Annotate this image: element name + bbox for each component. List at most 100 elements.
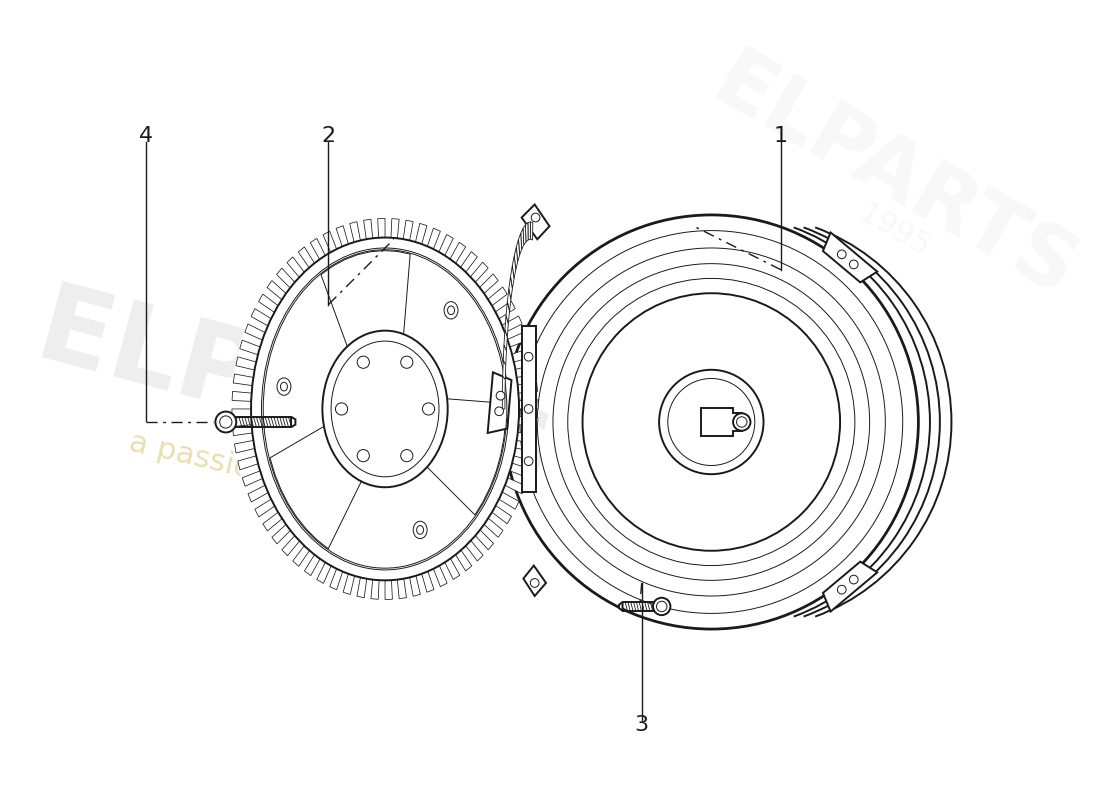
Polygon shape (439, 234, 453, 255)
Polygon shape (521, 205, 550, 239)
Polygon shape (377, 218, 385, 238)
Polygon shape (356, 578, 366, 598)
Polygon shape (276, 268, 295, 288)
Polygon shape (488, 287, 507, 306)
Polygon shape (343, 574, 354, 594)
Polygon shape (371, 580, 380, 599)
Polygon shape (292, 417, 296, 427)
Ellipse shape (417, 526, 424, 534)
Polygon shape (461, 251, 477, 272)
Polygon shape (270, 425, 363, 549)
Polygon shape (233, 374, 253, 386)
Polygon shape (404, 220, 414, 241)
Ellipse shape (277, 378, 290, 395)
Ellipse shape (263, 250, 507, 568)
Polygon shape (823, 562, 877, 611)
Polygon shape (245, 324, 265, 340)
Ellipse shape (231, 218, 539, 600)
Circle shape (495, 407, 504, 416)
Circle shape (422, 403, 435, 415)
Polygon shape (505, 478, 525, 494)
Ellipse shape (448, 306, 454, 314)
Polygon shape (321, 250, 410, 350)
Polygon shape (416, 223, 427, 244)
Polygon shape (234, 441, 255, 453)
Polygon shape (507, 332, 528, 347)
Polygon shape (465, 541, 483, 561)
Circle shape (336, 403, 348, 415)
Polygon shape (492, 506, 512, 524)
Circle shape (737, 417, 747, 427)
Text: ELPARTS: ELPARTS (698, 42, 1090, 314)
Circle shape (531, 213, 540, 222)
Text: ELPARTS: ELPARTS (25, 277, 562, 515)
Polygon shape (251, 309, 271, 326)
Polygon shape (503, 345, 506, 365)
Polygon shape (495, 301, 515, 318)
Polygon shape (305, 554, 320, 575)
Polygon shape (528, 222, 530, 240)
Circle shape (497, 208, 925, 636)
Circle shape (837, 586, 846, 594)
Polygon shape (514, 247, 518, 270)
Circle shape (653, 598, 670, 615)
Circle shape (530, 578, 539, 587)
Polygon shape (506, 302, 509, 324)
Polygon shape (516, 365, 536, 378)
Polygon shape (240, 340, 260, 354)
Polygon shape (238, 456, 258, 470)
Polygon shape (507, 289, 510, 312)
Polygon shape (258, 294, 278, 312)
Polygon shape (293, 546, 309, 566)
Polygon shape (487, 372, 512, 433)
Polygon shape (232, 409, 251, 418)
Polygon shape (475, 530, 494, 550)
Polygon shape (450, 242, 465, 263)
Polygon shape (242, 471, 263, 486)
Polygon shape (425, 398, 506, 515)
Circle shape (733, 414, 750, 430)
Polygon shape (385, 580, 393, 599)
Polygon shape (323, 231, 337, 252)
Circle shape (400, 356, 412, 368)
Polygon shape (517, 432, 537, 444)
Polygon shape (503, 393, 505, 409)
Circle shape (496, 391, 505, 400)
Circle shape (525, 352, 532, 361)
Polygon shape (512, 348, 532, 362)
Ellipse shape (251, 238, 519, 580)
Text: 3: 3 (635, 715, 649, 735)
Polygon shape (272, 525, 290, 544)
Polygon shape (503, 377, 505, 394)
Polygon shape (502, 316, 522, 333)
Polygon shape (619, 602, 623, 610)
Polygon shape (499, 492, 519, 510)
Circle shape (849, 575, 858, 584)
Polygon shape (510, 463, 530, 478)
Ellipse shape (444, 302, 458, 319)
Polygon shape (337, 226, 349, 246)
Polygon shape (514, 448, 535, 461)
Polygon shape (255, 499, 275, 517)
Polygon shape (397, 578, 407, 598)
Polygon shape (503, 361, 506, 379)
Circle shape (358, 450, 370, 462)
Polygon shape (480, 274, 498, 294)
Circle shape (849, 260, 858, 269)
Polygon shape (433, 566, 447, 586)
Polygon shape (509, 277, 513, 300)
Circle shape (525, 405, 532, 414)
Polygon shape (267, 281, 286, 300)
Text: 1: 1 (773, 126, 788, 146)
Polygon shape (248, 486, 268, 502)
Polygon shape (518, 382, 538, 393)
Polygon shape (444, 558, 460, 579)
Polygon shape (455, 550, 472, 571)
Polygon shape (421, 571, 434, 592)
Ellipse shape (414, 522, 427, 538)
Polygon shape (484, 518, 503, 538)
Polygon shape (428, 228, 440, 249)
Polygon shape (526, 222, 528, 242)
Polygon shape (505, 315, 508, 338)
Ellipse shape (280, 382, 287, 391)
